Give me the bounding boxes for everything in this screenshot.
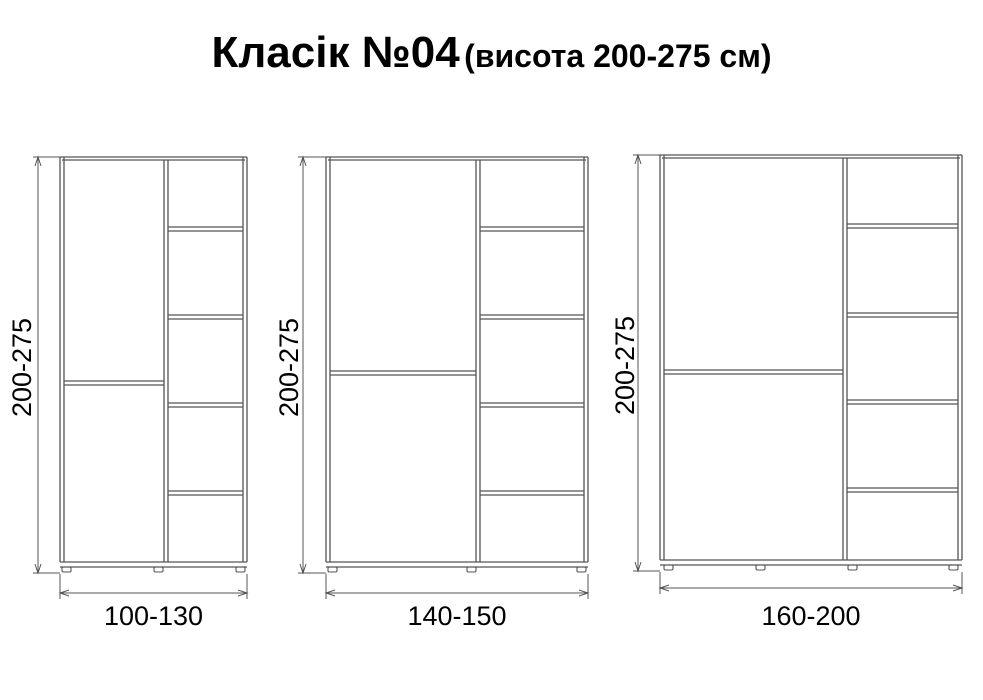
arrow-up-icon: [634, 153, 642, 165]
arrow-right-icon: [578, 589, 590, 597]
wardrobe-3: 200-275 160-200: [610, 153, 964, 631]
foot: [466, 566, 477, 573]
arrow-right-icon: [237, 589, 249, 597]
arrow-right-icon: [952, 584, 964, 592]
foot: [755, 564, 766, 571]
arrow-left-icon: [58, 589, 70, 597]
width-label: 140-150: [407, 601, 506, 631]
foot: [948, 564, 959, 571]
width-label: 160-200: [761, 601, 860, 631]
arrow-up-icon: [299, 155, 307, 167]
arrow-down-icon: [299, 563, 307, 575]
width-label: 100-130: [104, 601, 203, 631]
foot: [153, 566, 164, 573]
height-label: 200-275: [274, 318, 304, 417]
foot: [576, 566, 587, 573]
foot: [61, 566, 72, 573]
foot: [235, 566, 246, 573]
title-main: Класік №04: [211, 28, 460, 77]
arrow-down-icon: [634, 561, 642, 573]
title-subtitle: (висота 200-275 см): [464, 38, 772, 74]
arrow-left-icon: [324, 589, 336, 597]
arrow-left-icon: [658, 584, 670, 592]
foot: [847, 564, 858, 571]
diagram-title: Класік №04 (висота 200-275 см): [0, 28, 983, 78]
height-label: 200-275: [7, 318, 37, 417]
wardrobe-2: 200-275 140-150: [274, 155, 590, 631]
foot: [663, 564, 674, 571]
arrow-down-icon: [34, 563, 42, 575]
arrow-up-icon: [34, 155, 42, 167]
height-label: 200-275: [610, 316, 640, 415]
foot: [327, 566, 338, 573]
wardrobe-1: 200-275 100-130: [7, 155, 249, 631]
